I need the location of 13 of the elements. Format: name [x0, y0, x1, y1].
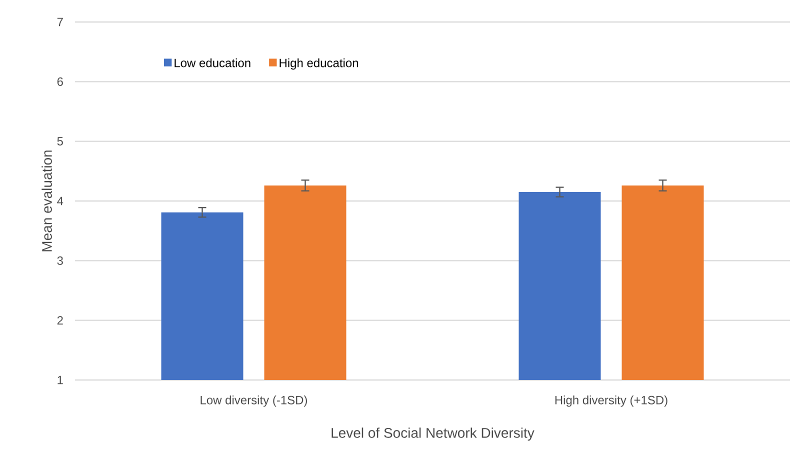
x-tick-label: Low diversity (-1SD): [200, 396, 307, 407]
legend-label: Low education: [174, 58, 250, 68]
y-tick-label: 1: [58, 376, 63, 384]
y-tick-label: 7: [57, 18, 63, 26]
y-tick-label: 3: [57, 256, 63, 265]
legend-label: High education: [280, 58, 358, 70]
y-axis-title: Mean evaluation: [42, 150, 52, 252]
x-tick-label: High diversity (+1SD): [555, 396, 668, 407]
y-tick-label: 5: [57, 137, 63, 146]
y-tick-label: 4: [57, 196, 64, 206]
y-tick-label: 2: [57, 316, 63, 325]
x-axis-title: Level of Social Network Diversity: [332, 428, 534, 441]
y-tick-label: 6: [57, 77, 63, 86]
